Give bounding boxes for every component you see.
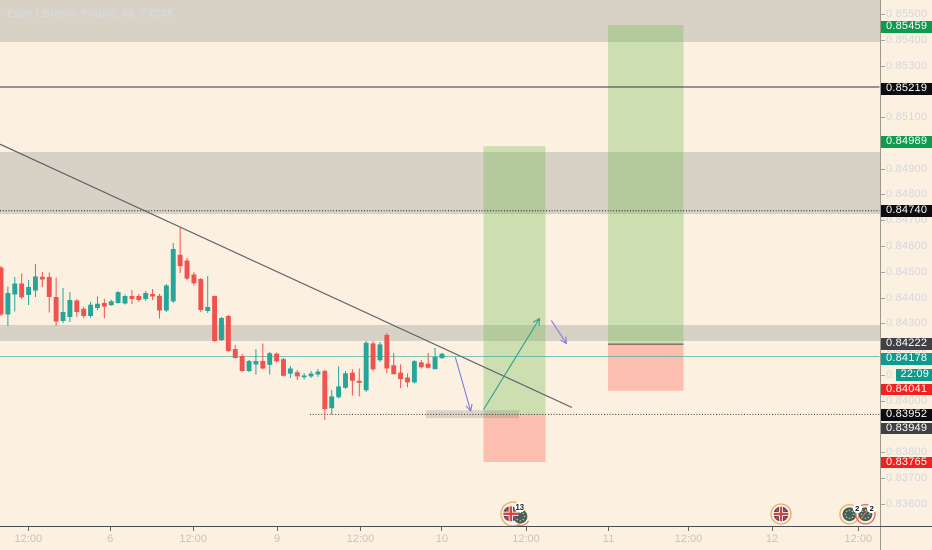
svg-text:2: 2	[870, 504, 874, 513]
svg-text:2: 2	[855, 504, 859, 513]
svg-text:13: 13	[515, 503, 524, 512]
